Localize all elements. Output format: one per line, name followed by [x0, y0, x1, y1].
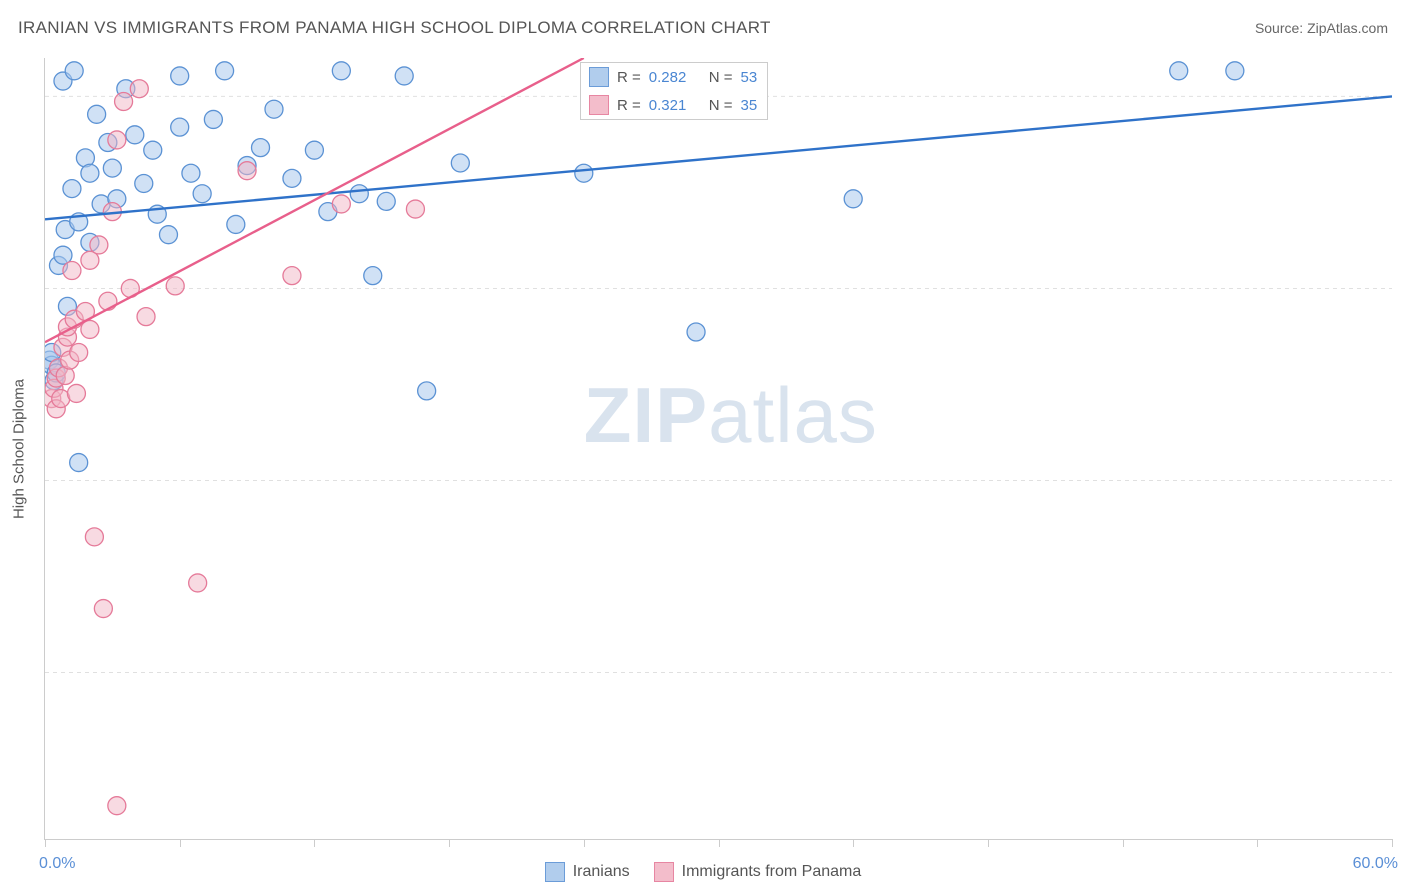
x-tick [988, 839, 989, 847]
source-prefix: Source: [1255, 20, 1307, 36]
source-attribution: Source: ZipAtlas.com [1255, 20, 1388, 36]
plot-area: High School Diploma ZIPatlas 77.5%85.0%9… [44, 58, 1392, 840]
legend-label: Immigrants from Panama [682, 863, 862, 881]
x-tick [584, 839, 585, 847]
r-value: 0.282 [649, 69, 701, 86]
r-value: 0.321 [649, 97, 701, 114]
legend-stat-row: R = 0.321 N = 35 [581, 91, 767, 119]
n-value: 53 [741, 69, 758, 86]
legend-swatch [589, 95, 609, 115]
title-bar: IRANIAN VS IMMIGRANTS FROM PANAMA HIGH S… [18, 18, 1388, 38]
x-tick [1392, 839, 1393, 847]
x-tick [314, 839, 315, 847]
correlation-legend: R = 0.282 N = 53 R = 0.321 N = 35 [580, 62, 768, 120]
y-tick-label: 92.5% [1400, 279, 1406, 297]
y-axis-label: High School Diploma [11, 378, 28, 518]
legend-label: Iranians [573, 863, 630, 881]
source-link[interactable]: ZipAtlas.com [1307, 20, 1388, 36]
x-tick [1123, 839, 1124, 847]
legend-item: Immigrants from Panama [654, 862, 862, 882]
r-label: R = [617, 97, 641, 114]
x-tick [45, 839, 46, 847]
legend-swatch [654, 862, 674, 882]
legend-item: Iranians [545, 862, 630, 882]
plot-svg [45, 58, 1392, 839]
x-tick [180, 839, 181, 847]
legend-swatch [545, 862, 565, 882]
x-tick [449, 839, 450, 847]
y-tick-label: 100.0% [1400, 87, 1406, 105]
n-value: 35 [741, 97, 758, 114]
x-tick [1257, 839, 1258, 847]
legend-stat-row: R = 0.282 N = 53 [581, 63, 767, 91]
legend-swatch [589, 67, 609, 87]
chart-title: IRANIAN VS IMMIGRANTS FROM PANAMA HIGH S… [18, 18, 771, 38]
n-label: N = [709, 69, 733, 86]
series-legend: Iranians Immigrants from Panama [0, 862, 1406, 882]
x-tick [719, 839, 720, 847]
x-tick [853, 839, 854, 847]
y-tick-label: 77.5% [1400, 664, 1406, 682]
r-label: R = [617, 69, 641, 86]
y-tick-label: 85.0% [1400, 472, 1406, 490]
n-label: N = [709, 97, 733, 114]
